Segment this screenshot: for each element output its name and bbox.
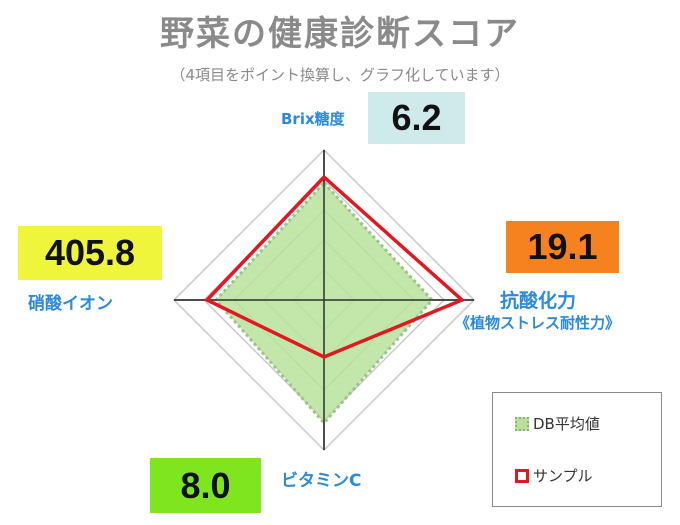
legend-swatch-sample (515, 468, 529, 483)
legend-swatch-average (515, 416, 529, 431)
chart-legend: DB平均値 サンプル (492, 392, 662, 507)
chart-title: 野菜の健康診断スコア (160, 14, 520, 54)
legend-item-sample: サンプル (515, 465, 593, 486)
axis-sublabel-antioxidant: 《植物ストレス耐性力》 (455, 314, 621, 332)
value-box-nitrate: 405.8 (18, 226, 162, 280)
value-box-vitamin-c: 8.0 (150, 458, 261, 513)
axis-label-antioxidant: 抗酸化力 (500, 290, 577, 312)
legend-label-sample: サンプル (533, 467, 593, 485)
value-box-antioxidant: 19.1 (506, 221, 619, 273)
legend-item-average: DB平均値 (515, 413, 600, 434)
axis-label-vitamin-c: ビタミンC (281, 471, 362, 491)
series-sample (204, 174, 466, 359)
legend-label-average: DB平均値 (533, 415, 600, 433)
axis-label-nitrate: 硝酸イオン (28, 294, 113, 314)
value-box-brix: 6.2 (368, 92, 465, 144)
chart-subtitle: （4項目をポイント換算し、グラフ化しています） (170, 66, 510, 84)
axis-label-brix: Brix糖度 (281, 110, 345, 128)
radar-axes-overlay (174, 150, 474, 450)
